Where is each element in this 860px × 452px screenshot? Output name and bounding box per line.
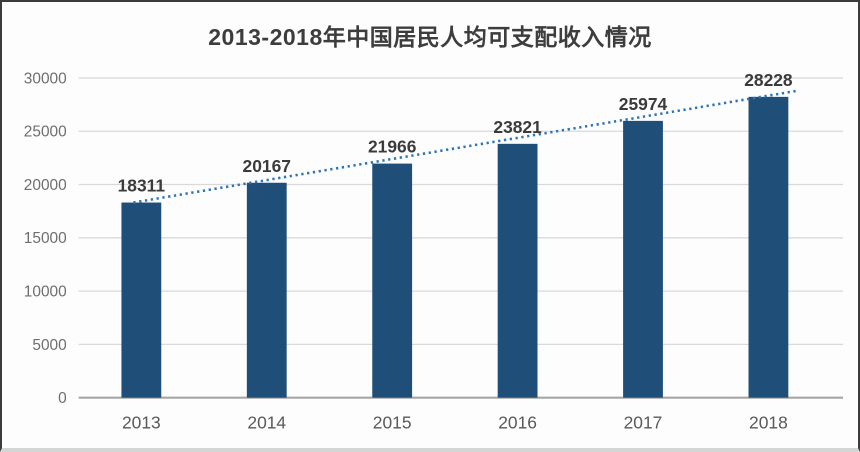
y-tick-label: 10000 xyxy=(24,284,67,301)
bar-value-label: 23821 xyxy=(493,117,542,137)
y-tick-label: 25000 xyxy=(24,124,67,141)
trendline xyxy=(133,89,797,204)
bar-value-label: 28228 xyxy=(744,70,793,90)
x-tick-label: 2016 xyxy=(498,412,537,432)
x-tick-label: 2017 xyxy=(624,412,663,432)
y-tick-label: 5000 xyxy=(32,337,66,354)
x-tick-label: 2015 xyxy=(373,412,412,432)
chart-title: 2013-2018年中国居民人均可支配收入情况 xyxy=(208,24,652,50)
bar xyxy=(748,96,789,398)
y-tick-label: 30000 xyxy=(24,70,67,87)
bar-value-label: 25974 xyxy=(619,94,668,114)
x-tick-label: 2013 xyxy=(122,412,161,432)
y-tick-label: 15000 xyxy=(24,230,67,247)
y-tick-label: 0 xyxy=(58,390,67,407)
x-tick-label: 2014 xyxy=(247,412,286,432)
bar-value-label: 20167 xyxy=(243,156,291,176)
bar xyxy=(246,182,287,398)
x-tick-label: 2018 xyxy=(749,412,788,432)
bar-value-label: 21966 xyxy=(368,137,417,157)
bar xyxy=(623,120,663,398)
bar xyxy=(497,143,538,398)
bar xyxy=(121,202,162,398)
bar-value-label: 18311 xyxy=(118,176,166,196)
y-tick-label: 20000 xyxy=(24,177,67,194)
bar xyxy=(372,163,413,398)
